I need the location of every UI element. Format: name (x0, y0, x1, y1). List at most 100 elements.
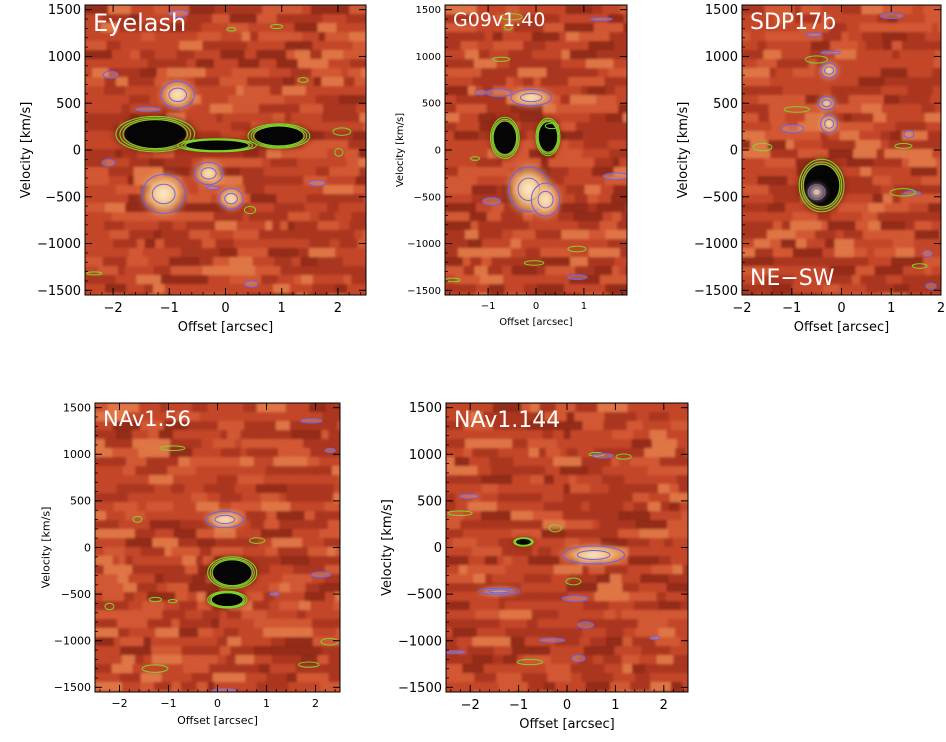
emission-contour-inner (811, 187, 822, 197)
emission-contour (193, 161, 224, 186)
emission-contour-inner (487, 589, 511, 594)
noise-contour (324, 447, 336, 454)
x-axis-label: Offset [arcsec] (519, 717, 614, 732)
noise-contour (132, 515, 143, 523)
heatmap-area (742, 5, 941, 295)
x-tick-label: −2 (461, 698, 480, 713)
absorption-contour (209, 557, 255, 588)
absorption-core (493, 121, 517, 154)
y-tick-label: −500 (45, 190, 81, 205)
absorption-contour (489, 116, 520, 159)
panel-1: −1500 −1000 −500 0 500 1000 1500 −2 −1 0 1 2 Offset … (19, 3, 367, 335)
noise-contour (482, 197, 502, 206)
noise-contour (269, 591, 280, 597)
absorption-contour (800, 161, 843, 210)
emission-contour-inner (224, 192, 238, 205)
heatmap-area (446, 403, 688, 692)
x-axis-label: Offset [arcsec] (499, 317, 573, 328)
y-tick-label: 1500 (48, 3, 81, 18)
panel-title: NAv1.144 (454, 408, 560, 433)
y-tick-label: −1500 (54, 681, 91, 694)
x-tick-label: 2 (660, 698, 668, 713)
emission-contour (141, 173, 186, 214)
absorption-contour (115, 115, 196, 153)
noise-contour (894, 143, 913, 149)
x-tick-label: −2 (732, 301, 751, 316)
y-tick-label: −1000 (407, 239, 441, 250)
y-tick-label: 1500 (409, 401, 442, 416)
absorption-core (213, 560, 252, 586)
heatmap-area (445, 5, 627, 295)
x-axis: −1 0 1 (449, 5, 623, 312)
noise-contour (544, 122, 559, 130)
emission-blob (202, 509, 247, 530)
emission-blob (217, 185, 246, 212)
emission-contour (820, 62, 839, 79)
absorption-contour (537, 121, 559, 153)
emission-contour (530, 182, 561, 217)
x-tick-label: −2 (111, 697, 127, 710)
x-tick-label: 1 (581, 301, 587, 312)
y-tick-label: −500 (414, 192, 441, 203)
absorption-core (538, 122, 558, 152)
panel-title: G09v1.40 (453, 9, 545, 31)
noise-texture (85, 5, 366, 295)
y-tick-label: 0 (730, 144, 738, 159)
emission-contour-inner (824, 66, 835, 75)
y-axis-label: Velocity [km/s] (676, 102, 691, 199)
y-tick-label: 1000 (416, 52, 441, 63)
x-tick-label: −1 (782, 301, 801, 316)
noise-contour (879, 12, 904, 20)
x-tick-label: 2 (312, 697, 319, 710)
emission-contour (562, 545, 626, 565)
x-axis: −2 −1 0 1 2 (90, 5, 361, 316)
y-tick-label: −1000 (54, 635, 91, 648)
noise-contour (577, 621, 595, 629)
y-axis: −1500 −1000 −500 0 500 1000 1500 (694, 3, 941, 299)
x-axis-label: Offset [arcsec] (177, 714, 258, 727)
noise-contour (925, 282, 937, 290)
y-tick-label: −500 (702, 190, 738, 205)
y-tick-label: 500 (56, 97, 81, 112)
x-tick-label: −1 (509, 698, 528, 713)
y-tick-label: −1500 (407, 286, 441, 297)
panel-annotation: NE−SW (750, 266, 835, 291)
x-axis-label: Offset [arcsec] (178, 320, 273, 335)
y-tick-label: −1000 (398, 634, 442, 649)
noise-contour (903, 190, 922, 196)
noise-contour (300, 418, 323, 424)
absorption-contour (247, 123, 311, 149)
x-tick-label: 0 (837, 301, 845, 316)
noise-contour (588, 452, 605, 457)
y-tick-label: −1000 (37, 237, 81, 252)
y-axis-label: Velocity [km/s] (39, 507, 52, 589)
emission-contour-inner (537, 190, 554, 209)
absorption-core (515, 538, 531, 546)
x-tick-label: 0 (221, 301, 229, 316)
noise-contour (567, 245, 587, 253)
absorption-contour (207, 590, 248, 609)
noise-contour (889, 188, 917, 197)
noise-contour (503, 23, 513, 31)
emission-contour-inner (151, 183, 176, 205)
absorption-contour (211, 559, 253, 587)
noise-contour (548, 524, 562, 533)
absorption-core (186, 140, 248, 151)
emission-blob (507, 87, 556, 108)
emission-contour (820, 114, 839, 134)
noise-contour (148, 596, 163, 603)
absorption-core (124, 120, 186, 148)
emission-blob (819, 61, 840, 80)
y-axis-label: Velocity [km/s] (380, 499, 395, 596)
noise-contour (211, 687, 238, 692)
x-tick-label: 2 (937, 301, 945, 316)
panel-title: Eyelash (93, 9, 186, 37)
x-axis-label: Offset [arcsec] (794, 320, 889, 335)
noise-contour (590, 17, 613, 22)
emission-contour-inner (824, 118, 835, 129)
noise-contour (226, 26, 237, 32)
absorption-contour (491, 118, 519, 157)
noise-contour (141, 664, 169, 673)
absorption-contour (122, 118, 189, 150)
y-tick-label: 500 (70, 495, 91, 508)
